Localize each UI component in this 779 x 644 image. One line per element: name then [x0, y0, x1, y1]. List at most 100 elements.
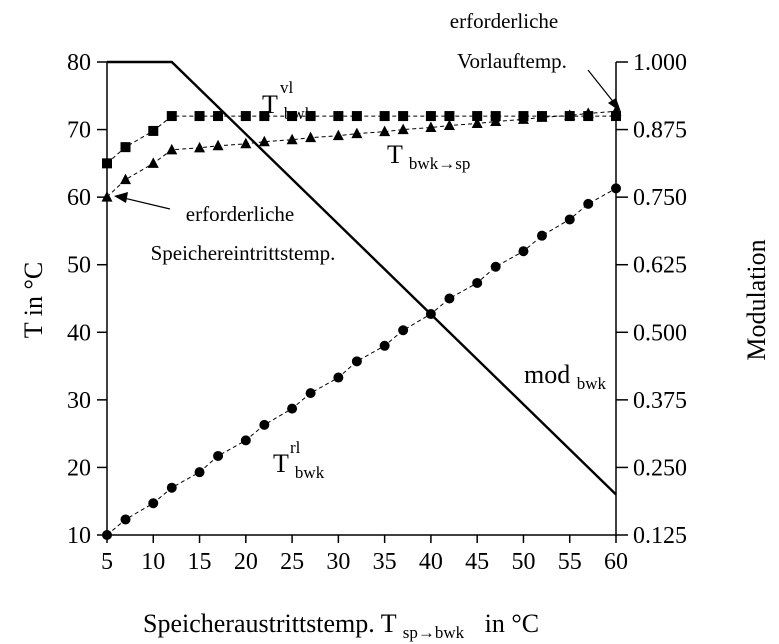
y-left-axis-label: T in °C	[19, 262, 48, 338]
marker-circle	[583, 198, 594, 209]
rl-sup: rl	[290, 438, 301, 457]
series-label-mod: mod bwk	[524, 360, 607, 393]
rl-base: T	[273, 449, 289, 478]
y-left-tick-label: 40	[67, 320, 91, 346]
x-tick-label: 50	[511, 549, 535, 575]
series-label-sp: T bwk→sp	[387, 140, 470, 173]
marker-circle	[194, 467, 205, 478]
x-tick-label: 60	[604, 549, 628, 575]
annotation-speicher-line1: erforderliche	[186, 202, 294, 226]
marker-circle	[444, 293, 455, 304]
vl-sup: vl	[280, 78, 294, 97]
x-tick-label: 35	[373, 549, 397, 575]
marker-square	[305, 111, 316, 122]
y-right-tick-label: 0.250	[633, 455, 687, 481]
marker-triangle	[425, 121, 437, 133]
x-tick-label: 25	[280, 549, 304, 575]
y-left-tick-label: 10	[67, 523, 91, 549]
marker-triangle	[332, 129, 344, 141]
marker-circle	[351, 356, 362, 367]
marker-circle	[148, 498, 159, 509]
marker-triangle	[443, 119, 455, 131]
y-right-tick-label: 0.375	[633, 388, 687, 414]
marker-triangle	[166, 143, 178, 155]
marker-triangle	[147, 157, 159, 168]
series-label-rl: T bwk	[273, 449, 325, 482]
y-right-tick-label: 0.625	[633, 253, 687, 279]
marker-circle	[379, 340, 390, 351]
x-tick-label: 15	[188, 549, 212, 575]
marker-triangle	[194, 141, 206, 153]
rl-sub: bwk	[295, 463, 325, 482]
mod-base: mod	[524, 360, 570, 389]
marker-triangle	[582, 107, 594, 118]
marker-triangle	[305, 131, 317, 143]
marker-triangle	[351, 127, 363, 139]
sp-sub: bwk→sp	[409, 154, 470, 173]
y-right-tick-label: 0.500	[633, 320, 687, 346]
x-tick-label: 40	[419, 549, 443, 575]
x-tick-label: 10	[141, 549, 165, 575]
marker-triangle	[101, 191, 113, 202]
marker-circle	[490, 261, 501, 272]
y-left-tick-label: 30	[67, 388, 91, 414]
series-line-2	[106, 187, 617, 536]
marker-circle	[287, 403, 298, 414]
marker-triangle	[517, 113, 529, 124]
series-layer	[101, 60, 622, 540]
y-right-axis-label: Modulation	[742, 239, 771, 360]
axes-layer: 10 20 30 40 50 60 70 80 0.125 0.250 0.375 0.500 0.62…	[67, 50, 687, 575]
x-tick-label: 45	[465, 549, 489, 575]
x-tick-label: 30	[326, 549, 350, 575]
marker-triangle	[286, 133, 298, 145]
marker-triangle	[120, 173, 132, 185]
marker-square	[398, 111, 409, 122]
marker-triangle	[397, 123, 409, 135]
marker-square	[611, 111, 621, 122]
marker-square	[472, 111, 483, 122]
series-label-vl: T bwk	[262, 90, 314, 123]
x-tick-label: 20	[234, 549, 258, 575]
marker-circle	[333, 372, 344, 383]
marker-square	[166, 111, 177, 122]
marker-triangle	[240, 137, 252, 149]
annotation-vorlauf-line1: erforderliche	[450, 9, 558, 33]
marker-circle	[259, 419, 270, 430]
marker-triangle	[379, 125, 391, 137]
marker-triangle	[564, 109, 576, 120]
marker-square	[148, 125, 159, 136]
series-line-1	[106, 110, 617, 198]
y-right-tick-label: 1.000	[633, 50, 687, 76]
marker-triangle	[212, 139, 224, 151]
marker-circle	[518, 246, 529, 257]
marker-circle	[472, 277, 483, 288]
marker-square	[120, 142, 131, 153]
x-axis-label-unit: in °C	[485, 609, 539, 638]
x-axis-label-sub: sp→bwk	[403, 623, 465, 642]
marker-circle	[564, 214, 575, 225]
annotation-vorlauf-line2: Vorlauftemp.	[457, 49, 567, 73]
arrow-speicher	[114, 192, 171, 210]
x-tick-label: 55	[558, 549, 582, 575]
y-left-tick-label: 50	[67, 253, 91, 279]
x-axis-label: Speicheraustrittstemp. T sp→bwk in °C	[143, 609, 539, 644]
marker-circle	[398, 325, 409, 336]
marker-square	[102, 158, 112, 169]
vl-sub: bwk	[284, 104, 314, 123]
y-right-tick-label: 0.125	[633, 523, 687, 549]
marker-square	[287, 111, 298, 122]
marker-triangle	[610, 105, 622, 116]
marker-circle	[166, 482, 177, 493]
labels-layer: T in °C Modulation Speicheraustrittstemp…	[19, 9, 771, 644]
y-left-tick-label: 60	[67, 185, 91, 211]
marker-square	[213, 111, 224, 122]
marker-circle	[240, 435, 251, 446]
marker-square	[425, 111, 436, 122]
marker-triangle	[471, 117, 483, 128]
series-line-3	[107, 60, 617, 496]
sp-base: T	[387, 140, 403, 169]
x-tick-label: 5	[101, 549, 113, 575]
y-right-tick-label: 0.750	[633, 185, 687, 211]
x-axis-label-main: Speicheraustrittstemp. T	[143, 609, 397, 638]
